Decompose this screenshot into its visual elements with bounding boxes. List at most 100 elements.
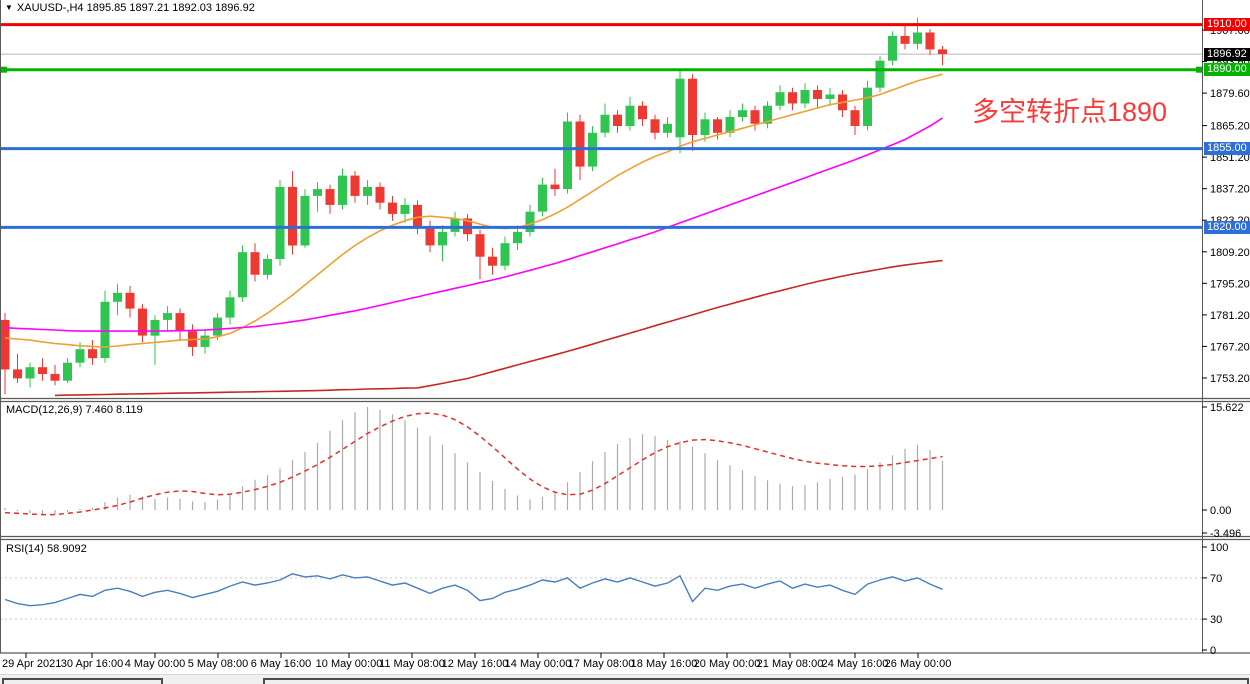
price-tag: 1910.00: [1204, 18, 1250, 31]
candle-down: [325, 189, 335, 205]
candle-up: [163, 313, 172, 320]
candle-up: [863, 87, 872, 126]
candle-up: [438, 231, 447, 246]
chart-tab[interactable]: [263, 678, 1249, 684]
axis-tick-label: 1837.20: [1210, 184, 1250, 196]
candle-up: [675, 78, 685, 138]
chart-tabs-strip: [0, 674, 1250, 684]
ma-slow-line[interactable]: [54, 259, 943, 397]
candle-up: [600, 114, 610, 133]
candle-down: [175, 313, 185, 332]
ma-mid-line[interactable]: [4, 117, 943, 332]
candle-down: [550, 184, 560, 190]
candle-down: [50, 373, 60, 381]
candle-up: [213, 317, 222, 336]
candle-up: [525, 211, 535, 232]
candle-up: [875, 60, 885, 88]
candle-up: [263, 259, 272, 275]
candle-down: [613, 114, 622, 126]
candle-up: [700, 119, 710, 136]
candle-down: [925, 32, 935, 50]
symbol-timeframe: XAUUSD-,H4: [16, 2, 84, 14]
axis-tick-label: 100: [1210, 542, 1228, 554]
candle-down: [88, 349, 97, 359]
time-axis-label: 29 Apr 2021: [2, 658, 62, 670]
candle-up: [75, 349, 85, 363]
candle-up: [663, 123, 672, 133]
axis-tick-label: -3.496: [1210, 528, 1241, 540]
axis-tick-label: 1851.20: [1210, 152, 1250, 164]
candle-up: [825, 94, 835, 99]
axis-tick-label: 1781.20: [1210, 310, 1250, 322]
candle-down: [813, 90, 822, 99]
candle-up: [913, 32, 922, 44]
candle-down: [638, 105, 647, 120]
line-selection-handle[interactable]: [1196, 66, 1202, 73]
candle-up: [450, 218, 460, 232]
candle-down: [713, 119, 722, 133]
candle-up: [500, 243, 510, 266]
price-tag: 1855.00: [1204, 142, 1250, 155]
line-selection-handle[interactable]: [1, 66, 7, 73]
time-axis-label: 24 May 16:00: [821, 658, 889, 670]
macd-signal-line[interactable]: [4, 412, 943, 516]
candle-down: [688, 78, 697, 135]
candle-down: [850, 110, 860, 126]
symbol-info-bar: ▼ XAUUSD-,H4 1895.85 1897.21 1892.03 1896…: [5, 2, 255, 14]
time-axis-label: 6 May 16:00: [250, 658, 312, 670]
annotation-text[interactable]: 多空转折点1890: [972, 97, 1168, 127]
candle-up: [625, 105, 635, 126]
candle-up: [775, 92, 785, 106]
rsi-indicator-label: RSI(14) 58.9092: [6, 543, 87, 555]
candle-up: [725, 117, 735, 133]
axis-tick-label: 1795.20: [1210, 278, 1250, 290]
candle-up: [888, 35, 897, 61]
price-tag: 1896.92: [1204, 48, 1250, 61]
candle-up: [400, 204, 410, 214]
price-tag: 1820.00: [1204, 221, 1250, 234]
time-axis-label: 26 May 00:00: [884, 658, 952, 670]
chart-tab[interactable]: [2, 678, 163, 684]
axis-tick-label: 30: [1210, 614, 1222, 626]
candle-down: [575, 121, 585, 167]
candle-up: [763, 105, 772, 124]
time-axis-label: 10 May 00:00: [315, 658, 383, 670]
dropdown-icon[interactable]: ▼: [5, 3, 13, 12]
candle-down: [38, 367, 47, 374]
candle-down: [425, 227, 435, 246]
axis-tick-label: 15.622: [1210, 402, 1244, 414]
rsi-line[interactable]: [4, 573, 943, 607]
candle-down: [475, 234, 485, 257]
time-axis-label: 18 May 16:00: [630, 658, 698, 670]
candle-up: [738, 110, 747, 117]
candle-up: [300, 195, 310, 246]
time-axis-label: 5 May 08:00: [187, 658, 249, 670]
macd-indicator-label: MACD(12,26,9) 7.460 8.119: [6, 404, 143, 416]
axis-tick-label: 1865.20: [1210, 121, 1250, 133]
price-tag: 1890.00: [1204, 63, 1250, 76]
axis-tick-label: 70: [1210, 573, 1222, 585]
axis-tick-label: 1879.60: [1210, 88, 1250, 100]
axis-tick-label: 1753.20: [1210, 373, 1250, 385]
ma-fast-line[interactable]: [4, 73, 943, 348]
time-axis-label: 4 May 00:00: [124, 658, 186, 670]
time-axis-label: 17 May 08:00: [567, 658, 635, 670]
candle-down: [488, 256, 497, 266]
candle-down: [788, 92, 797, 104]
candle-down: [938, 49, 947, 55]
time-axis-label: 21 May 08:00: [756, 658, 824, 670]
candle-down: [250, 252, 260, 275]
candle-up: [150, 319, 160, 336]
candle-up: [538, 184, 547, 212]
candle-up: [100, 301, 110, 359]
time-axis-label: 30 Apr 16:00: [60, 658, 124, 670]
candle-down: [13, 369, 22, 379]
candle-down: [138, 308, 147, 336]
time-axis-label: 20 May 00:00: [693, 658, 761, 670]
axis-tick-label: 1767.20: [1210, 341, 1250, 353]
candle-up: [200, 335, 210, 347]
candle-up: [225, 297, 235, 318]
candle-down: [650, 119, 660, 133]
candle-up: [338, 175, 347, 205]
candle-up: [363, 186, 372, 196]
